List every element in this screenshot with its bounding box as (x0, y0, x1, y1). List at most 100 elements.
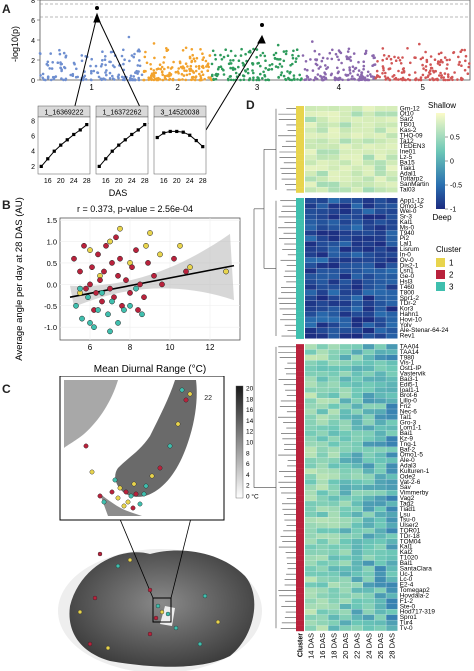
inset-point (104, 157, 108, 161)
heatmap-cell (339, 414, 352, 420)
heatmap-cell (328, 111, 340, 117)
heatmap-cell (374, 582, 386, 588)
heatmap-cell (305, 409, 317, 415)
heatmap-cell (351, 414, 363, 420)
world-accession-point (202, 593, 208, 599)
cluster-bar-cell (296, 457, 304, 464)
heatmap-cell (316, 430, 328, 436)
temperature-tick: 6 (246, 461, 250, 468)
heatmap-cell (386, 474, 398, 480)
heatmap-cell (305, 262, 317, 269)
heatmap-cell (316, 290, 328, 296)
panel-label-b: B (2, 198, 11, 212)
accession-point (167, 443, 173, 449)
snp-point (252, 78, 255, 82)
y-tick-label: 2 (31, 58, 35, 65)
accession-point (133, 491, 139, 497)
snp-point (241, 74, 245, 77)
snp-point (268, 64, 272, 67)
snp-point (210, 62, 214, 66)
row-label: Vastervik (400, 371, 427, 378)
cluster-bar-cell (296, 436, 304, 442)
snp-point (291, 56, 295, 60)
cluster-bar-cell (296, 582, 304, 588)
cluster-bar-cell (296, 387, 304, 394)
snp-point (256, 62, 259, 65)
cluster-bar-cell (296, 203, 304, 210)
snp-point (360, 71, 364, 74)
heatmap-cell (363, 593, 375, 599)
y-tick-label: 0.0 (47, 280, 57, 289)
snp-point (202, 56, 205, 59)
snp-point (178, 78, 181, 82)
heatmap-cell (374, 300, 386, 307)
snp-point (348, 66, 351, 69)
heatmap-cell (351, 273, 363, 279)
row-label: Gro-3 (400, 419, 417, 426)
heatmap-cell (316, 349, 328, 355)
heatmap-cell (339, 474, 352, 480)
heatmap-cell (339, 311, 352, 317)
row-label: TOM04 (400, 538, 422, 545)
snp-point (381, 72, 384, 75)
heatmap-cell (339, 452, 352, 458)
snp-point (328, 51, 332, 55)
scatter-point-cluster-1 (223, 268, 229, 275)
snp-point (231, 68, 235, 71)
snp-point (224, 48, 227, 51)
heatmap-cell (339, 225, 352, 231)
snp-point (150, 74, 153, 77)
row-label: Bal1 (400, 560, 413, 567)
snp-point (443, 72, 447, 75)
cluster-bar-cell (296, 284, 304, 291)
inset-x-tick: 16 (102, 178, 110, 185)
heatmap-cell (316, 365, 328, 371)
heatmap-cell (374, 333, 386, 339)
row-label: Sr-3 (400, 214, 413, 221)
snp-point (339, 77, 342, 81)
inset-x-tick: 16 (44, 178, 52, 185)
cluster-bar-cell (296, 593, 304, 599)
heatmap-cell (363, 376, 375, 382)
snp-point (46, 75, 50, 78)
snp-point (352, 52, 356, 55)
snp-point (356, 73, 360, 77)
cluster-bar-cell (296, 295, 304, 302)
scatter-point-cluster-1 (143, 242, 149, 249)
snp-point (108, 77, 112, 80)
heatmap-cell (328, 371, 340, 377)
heatmap-cell (305, 127, 317, 133)
heatmap-cell (305, 549, 317, 556)
snp-point (237, 59, 241, 62)
heatmap-cell (363, 560, 375, 566)
heatmap-cell (363, 116, 375, 123)
scatter-point-cluster-2 (183, 268, 189, 275)
heatmap-cell (316, 344, 328, 350)
inset-point (110, 149, 114, 153)
snp-point (446, 73, 450, 76)
scatter-point-cluster-1 (187, 264, 193, 271)
cluster-bar-cell (296, 576, 304, 583)
snp-point (177, 72, 180, 75)
snp-point (321, 78, 324, 82)
row-label: TAA04 (400, 343, 420, 350)
snp-point (259, 64, 262, 68)
snp-point (201, 58, 204, 61)
heatmap-cell (316, 111, 328, 117)
heatmap-cell (363, 273, 375, 279)
heatmap-cell (363, 414, 375, 420)
heatmap-cell (386, 392, 398, 399)
cluster-bar-cell (296, 214, 304, 220)
snp-point (59, 63, 63, 66)
scatter-point-cluster-2 (151, 272, 157, 279)
heatmap-cell (363, 198, 375, 204)
inset-point (117, 143, 121, 147)
snp-point (113, 78, 116, 81)
snp-point (463, 68, 467, 72)
heatmap-cell (316, 176, 328, 182)
heatmap-cell (374, 560, 386, 566)
heatmap-cell (374, 122, 386, 128)
snp-point (292, 49, 295, 53)
cluster-legend-title: Cluster (436, 245, 462, 254)
